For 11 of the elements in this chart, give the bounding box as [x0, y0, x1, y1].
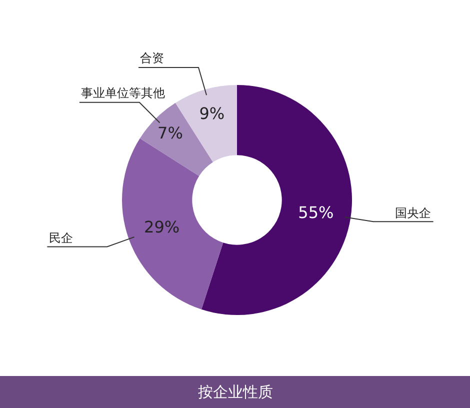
- data-label: 29%: [144, 218, 180, 237]
- slice-label: 事业单位等其他: [81, 86, 165, 100]
- slice-label: 合资: [140, 51, 164, 65]
- data-label: 55%: [298, 203, 334, 222]
- text: 按企业性质: [198, 383, 273, 401]
- slice-label: 民企: [49, 231, 73, 245]
- donut-slice: [201, 85, 352, 315]
- donut-slice: [122, 138, 224, 310]
- data-label: 9%: [199, 104, 225, 124]
- slice-label: 国央企: [395, 206, 431, 220]
- data-label: 7%: [158, 124, 183, 143]
